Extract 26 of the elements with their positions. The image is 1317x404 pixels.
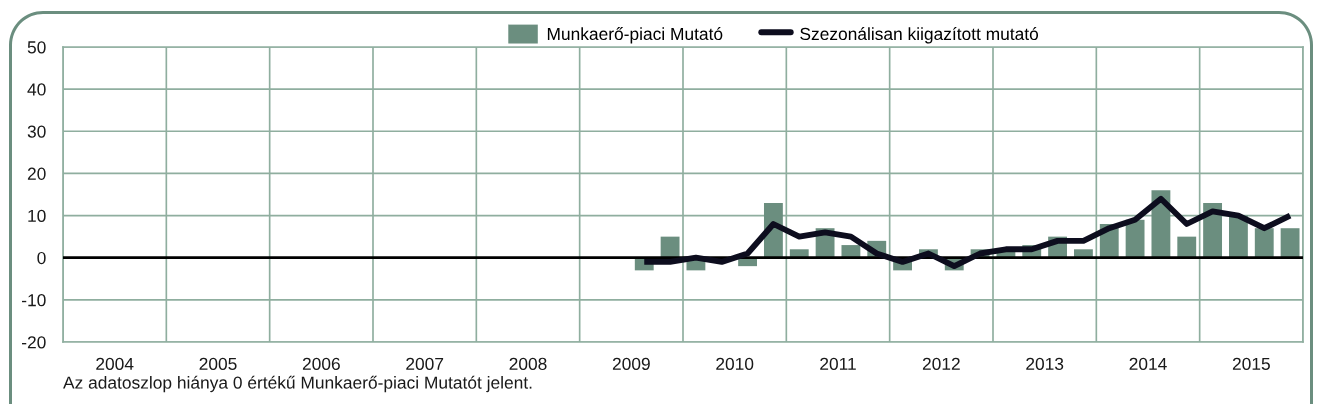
y-tick-label: 10 bbox=[28, 209, 46, 223]
text: Az adatoszlop hiánya 0 értékű Munkaerő-piaci Mutatót jelent. bbox=[63, 375, 532, 393]
x-tick-label: 2005 bbox=[199, 357, 237, 371]
y-tick-label: 50 bbox=[27, 41, 46, 54]
x-tick-label: 2008 bbox=[509, 357, 547, 371]
x-tick-label: 2010 bbox=[716, 357, 754, 371]
x-tick-label: 2009 bbox=[612, 357, 650, 371]
x-tick-label: 2004 bbox=[96, 357, 134, 371]
legend-label: Munkaerő-piaci Mutató bbox=[547, 27, 723, 44]
x-tick-label: 2011 bbox=[820, 357, 856, 371]
y-tick-label: -20 bbox=[22, 336, 46, 349]
y-tick-label: -10 bbox=[22, 294, 46, 307]
x-tick-label: 2007 bbox=[406, 357, 444, 371]
x-tick-label: 2012 bbox=[922, 357, 960, 371]
x-tick-label: 2006 bbox=[302, 357, 340, 371]
y-tick-label: 40 bbox=[27, 83, 46, 96]
y-tick-label: 20 bbox=[27, 167, 46, 180]
x-tick-label: 2013 bbox=[1026, 357, 1064, 371]
bar bbox=[1280, 228, 1300, 258]
x-tick-label: 2014 bbox=[1129, 357, 1167, 371]
legend-label: Szezonálisan kiigazított mutató bbox=[800, 27, 1039, 44]
x-tick-label: 2015 bbox=[1232, 357, 1270, 371]
y-tick-label: 0 bbox=[37, 251, 46, 265]
y-tick-label: 30 bbox=[27, 125, 46, 138]
bar bbox=[660, 236, 680, 258]
bar bbox=[1177, 236, 1197, 258]
